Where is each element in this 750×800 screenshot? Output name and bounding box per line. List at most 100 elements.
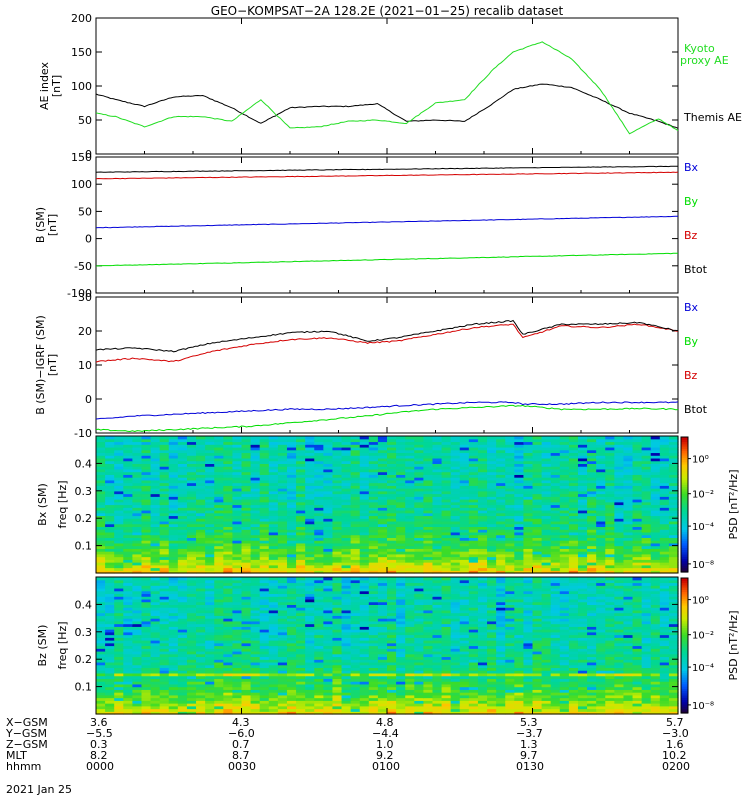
spectrogram-cell: [514, 496, 524, 500]
spectrogram-cell: [559, 438, 570, 443]
spectrogram-cell: [96, 444, 106, 448]
spectrogram-cell: [250, 534, 261, 538]
spectrogram-cell: [523, 444, 534, 448]
spectrogram-cell: [550, 493, 561, 497]
spectrogram-cell: [587, 534, 597, 538]
spectrogram-cell: [196, 504, 206, 508]
spectrogram-cell: [241, 656, 252, 660]
spectrogram-cell: [659, 542, 670, 547]
spectrogram-cell: [414, 509, 424, 514]
spectrogram-cell: [332, 496, 343, 500]
spectrogram-cell: [268, 496, 279, 500]
spectrogram-cell: [632, 468, 643, 473]
spectrogram-cell: [450, 678, 461, 682]
spectrogram-cell: [105, 490, 115, 495]
spectrogram-cell: [487, 493, 497, 497]
spectrogram-cell: [259, 436, 270, 440]
spectrogram-cell: [296, 708, 306, 712]
spectrogram-cell: [223, 692, 233, 696]
spectrogram-cell: [568, 529, 579, 533]
colorbar-cell: [681, 466, 688, 470]
spectrogram-cell: [268, 667, 279, 671]
spectrogram-cell: [150, 556, 161, 560]
spectrogram-cell: [205, 496, 215, 500]
spectrogram-cell: [632, 526, 643, 530]
spectrogram-cell: [568, 548, 579, 552]
spectrogram-cell: [387, 562, 397, 566]
spectrogram-cell: [350, 675, 361, 679]
spectrogram-cell: [314, 441, 324, 445]
spectrogram-cell: [405, 529, 415, 533]
spectrogram-cell: [468, 670, 479, 674]
spectrogram-cell: [286, 446, 297, 451]
spectrogram-cell: [414, 567, 424, 571]
spectrogram-cell: [377, 438, 388, 443]
spectrogram-cell: [150, 675, 161, 679]
spectrogram-cell: [132, 653, 143, 658]
spectrogram-cell: [605, 700, 615, 704]
spectrogram-cell: [286, 463, 297, 467]
spectrogram-cell: [596, 697, 606, 701]
spectrogram-cell: [314, 711, 324, 715]
spectrogram-cell: [223, 540, 233, 544]
spectrogram-cell: [141, 531, 152, 536]
spectrogram-cell: [359, 531, 370, 536]
spectrogram-cell: [205, 661, 215, 666]
spectrogram-cell: [523, 496, 534, 500]
spectrogram-cell: [377, 545, 388, 549]
spectrogram-cell: [168, 446, 179, 451]
spectrogram-cell: [550, 534, 561, 538]
spectrogram-cell: [268, 553, 279, 558]
spectrogram-cell: [232, 692, 243, 696]
spectrogram-cell: [332, 540, 343, 544]
spectrogram-cell: [387, 455, 397, 459]
spectrogram-cell: [132, 488, 143, 492]
spectrogram-cell: [405, 689, 415, 693]
spectrogram-cell: [186, 697, 197, 701]
spectrogram-cell: [214, 694, 224, 699]
spectrogram-cell: [105, 545, 115, 549]
spectrogram-cell: [668, 482, 679, 486]
spectrogram-cell: [259, 551, 270, 555]
spectrogram-cell: [468, 548, 479, 552]
spectrogram-cell: [305, 559, 315, 563]
spectrogram-cell: [605, 689, 615, 693]
spectrogram-cell: [668, 446, 679, 451]
spectrogram-cell: [341, 515, 352, 519]
spectrogram-cell: [650, 466, 661, 470]
spectrogram-cell: [305, 485, 315, 489]
spectrogram-cell: [168, 694, 179, 699]
spectrogram-cell: [514, 523, 524, 528]
spectrogram-cell: [323, 471, 334, 475]
spectrogram-cell: [623, 537, 634, 541]
spectrogram-cell: [487, 460, 497, 464]
spectrogram-cell: [632, 485, 643, 489]
spectrogram-cell: [250, 551, 261, 555]
spectrogram-cell: [432, 457, 443, 462]
spectrogram-cell: [414, 542, 424, 547]
spectrogram-cell: [141, 501, 152, 506]
spectrogram-cell: [205, 562, 215, 566]
spectrogram-cell: [423, 650, 434, 655]
spectrogram-cell: [514, 474, 524, 478]
spectrogram-cell: [659, 526, 670, 530]
spectrogram-cell: [377, 490, 388, 495]
spectrogram-cell: [332, 436, 343, 440]
spectrogram-cell: [632, 553, 643, 558]
spectrogram-cell: [268, 661, 279, 666]
spectrogram-cell: [541, 518, 552, 522]
spectrogram-cell: [659, 678, 670, 682]
spectrogram-cell: [332, 529, 343, 533]
spectrogram-cell: [441, 540, 452, 544]
spectrogram-cell: [423, 455, 434, 459]
spectrogram-cell: [650, 570, 661, 574]
spectrogram-cell: [96, 678, 106, 682]
spectrogram-cell: [441, 683, 452, 688]
colorbar-cell: [681, 495, 688, 499]
spectrogram-cell: [477, 474, 488, 478]
spectrogram-cell: [668, 501, 679, 506]
spectrogram-cell: [477, 441, 488, 445]
spectrogram-cell: [459, 667, 470, 671]
spectrogram-cell: [350, 659, 361, 663]
